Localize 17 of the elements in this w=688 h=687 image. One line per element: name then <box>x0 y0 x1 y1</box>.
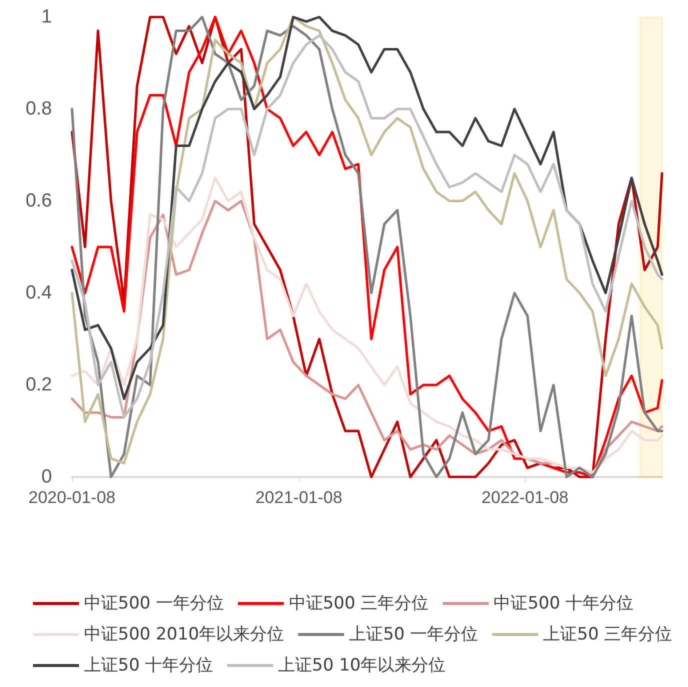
legend-label: 上证50 十年分位 <box>84 656 214 676</box>
legend-label: 上证50 10年以来分位 <box>278 656 446 676</box>
legend-label: 中证500 2010年以来分位 <box>84 624 284 644</box>
legend-label: 上证50 一年分位 <box>349 624 478 644</box>
legend-label: 中证500 十年分位 <box>494 594 634 614</box>
x-tick-label: 2020-01-08 <box>28 488 116 507</box>
y-tick-label: 0.4 <box>26 282 52 304</box>
legend-label: 中证500 一年分位 <box>84 594 224 614</box>
legend-label: 中证500 三年分位 <box>288 594 429 614</box>
legend-label: 上证50 三年分位 <box>543 624 672 644</box>
y-tick-label: 0.2 <box>26 374 52 396</box>
y-tick-label: 0.6 <box>26 190 52 212</box>
x-tick-label: 2022-01-08 <box>482 488 569 507</box>
y-tick-label: 0.8 <box>26 98 52 120</box>
y-tick-label: 0 <box>41 466 52 488</box>
x-tick-label: 2021-01-08 <box>255 488 342 507</box>
y-tick-label: 1 <box>41 6 52 28</box>
